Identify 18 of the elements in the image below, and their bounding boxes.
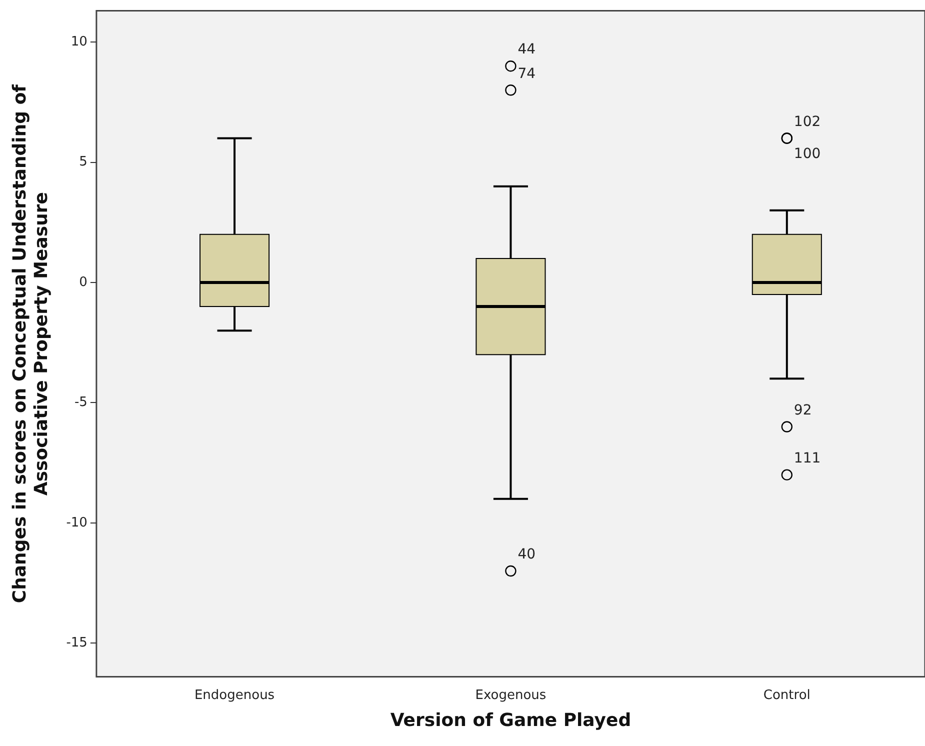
y-tick-label: 10 bbox=[70, 34, 88, 50]
y-tick-label: 5 bbox=[79, 154, 88, 170]
annotation: 100 bbox=[794, 146, 821, 162]
x-axis-title: Version of Game Played bbox=[390, 710, 632, 731]
annotation: 74 bbox=[518, 66, 536, 82]
x-tick-label: Exogenous bbox=[475, 688, 546, 703]
annotation: 92 bbox=[794, 402, 812, 418]
y-tick-label: -10 bbox=[66, 515, 88, 530]
y-axis-title: Changes in scores on Conceptual Understanding of Associative Property Measure bbox=[9, 84, 52, 604]
annotation: 102 bbox=[794, 114, 821, 130]
annotation: 40 bbox=[518, 546, 536, 563]
y-tick-label: -5 bbox=[74, 395, 88, 410]
x-tick-label: Endogenous bbox=[194, 688, 275, 703]
x-tick-label: Control bbox=[763, 688, 810, 703]
annotation: 44 bbox=[518, 42, 536, 58]
y-tick-label: 0 bbox=[79, 274, 88, 290]
y-tick-label: -15 bbox=[66, 636, 88, 651]
annotation: 111 bbox=[794, 450, 821, 466]
